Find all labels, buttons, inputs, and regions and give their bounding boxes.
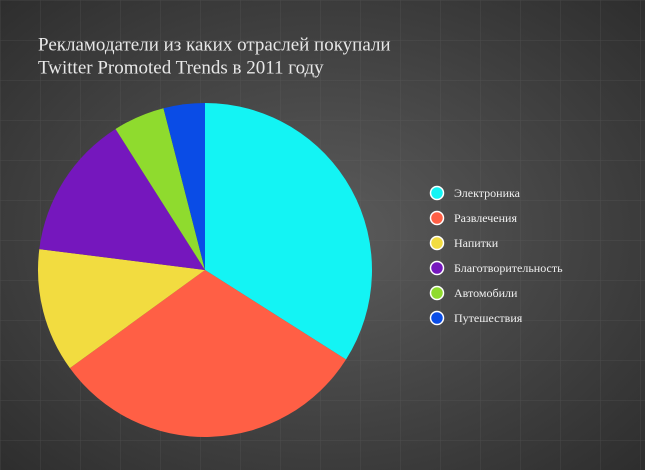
chart-title: Рекламодатели из каких отраслей покупали	[38, 34, 391, 55]
chart-title: Twitter Promoted Trends в 2011 году	[38, 57, 324, 78]
legend-swatch	[429, 310, 445, 326]
pie-slice	[163, 103, 205, 270]
legend-label: Электроника	[454, 186, 521, 200]
legend-swatch	[429, 235, 445, 251]
legend-label: Благотворительность	[454, 261, 563, 275]
legend-swatch	[429, 260, 445, 276]
legend-swatch	[429, 185, 445, 201]
pie-slice	[38, 249, 206, 369]
legend-swatch	[429, 210, 445, 226]
pie-slice	[39, 128, 205, 270]
pie-slice	[69, 270, 347, 438]
legend-label: Автомобили	[454, 286, 518, 300]
legend-swatch	[429, 285, 445, 301]
pie-slice	[205, 103, 373, 360]
legend: Электроника Развлечения Напитки Благотворит…	[429, 185, 563, 326]
legend-label: Развлечения	[454, 211, 517, 225]
legend-label: Напитки	[454, 236, 499, 250]
pie-slice	[115, 108, 205, 270]
legend-label: Путешествия	[454, 311, 523, 325]
pie	[38, 103, 373, 438]
